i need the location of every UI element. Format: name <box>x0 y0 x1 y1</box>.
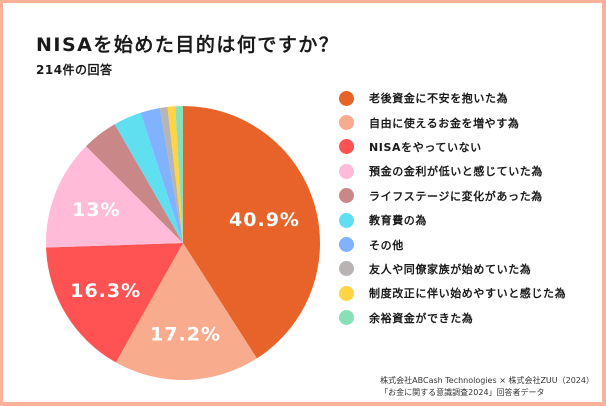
slice-data-label-2: 17.2% <box>150 323 221 345</box>
legend-label: 自由に使えるお金を増やす為 <box>369 116 520 130</box>
pie-slice-4 <box>46 146 183 248</box>
pie-slice-8 <box>159 106 183 243</box>
legend-swatch <box>339 310 354 326</box>
legend-item: その他 <box>339 232 566 256</box>
legend: 老後資金に不安を抱いた為 自由に使えるお金を増やす為 NISAをやっていない預金の金… <box>339 86 566 330</box>
slice-data-label-1: 40.9% <box>229 209 300 231</box>
pie-slice-2 <box>115 243 257 380</box>
pie-slice-10 <box>175 106 183 243</box>
legend-swatch <box>339 90 354 106</box>
chart-title: NISAを始めた目的は何ですか？ <box>36 34 340 56</box>
source-line-1: 株式会社ABCash Technologies × 株式会社ZUU（2024） <box>380 376 594 385</box>
pie-slice-3 <box>46 243 184 363</box>
legend-item: 友人や同僚家族が始めていた為 <box>339 257 566 281</box>
pie-slice-7 <box>140 107 183 244</box>
legend-swatch <box>339 285 354 301</box>
pie-slice-1 <box>183 106 320 359</box>
legend-swatch <box>339 139 354 155</box>
chart-subtitle: 214件の回答 <box>36 63 113 77</box>
source-note: 株式会社ABCash Technologies × 株式会社ZUU（2024） … <box>380 375 594 399</box>
legend-item: 預金の金利が低いと感じていた為 <box>339 159 566 183</box>
slice-data-label-3: 16.3% <box>70 280 141 302</box>
pie-slice-9 <box>167 106 183 244</box>
legend-label: ライフステージに変化があった為 <box>369 189 543 203</box>
pie-slice-6 <box>114 112 183 244</box>
pie-slice-5 <box>86 124 183 243</box>
legend-item: 老後資金に不安を抱いた為 <box>339 86 566 110</box>
slice-data-label-4: 13% <box>72 199 120 221</box>
legend-item: 制度改正に伴い始めやすいと感じた為 <box>339 281 566 305</box>
legend-item: 教育費の為 <box>339 208 566 232</box>
legend-swatch <box>339 212 354 228</box>
legend-item: ライフステージに変化があった為 <box>339 184 566 208</box>
legend-item: 自由に使えるお金を増やす為 <box>339 110 566 134</box>
legend-label: 制度改正に伴い始めやすいと感じた為 <box>369 287 567 301</box>
legend-item: 余裕資金ができた為 <box>339 306 566 330</box>
legend-label: 預金の金利が低いと感じていた為 <box>369 165 543 179</box>
legend-label: 教育費の為 <box>369 214 427 228</box>
legend-label: 老後資金に不安を抱いた為 <box>369 92 509 106</box>
legend-swatch <box>339 115 354 131</box>
legend-label: 余裕資金ができた為 <box>369 311 474 325</box>
source-line-2: 「お金に関する意識調査2024」回答者データ <box>380 388 545 397</box>
legend-label: NISAをやっていない <box>369 140 482 154</box>
legend-label: 友人や同僚家族が始めていた為 <box>369 262 532 276</box>
legend-item: NISAをやっていない <box>339 135 566 159</box>
legend-swatch <box>339 261 354 277</box>
legend-swatch <box>339 163 354 179</box>
legend-swatch <box>339 188 354 204</box>
legend-swatch <box>339 237 354 253</box>
legend-label: その他 <box>369 238 404 252</box>
